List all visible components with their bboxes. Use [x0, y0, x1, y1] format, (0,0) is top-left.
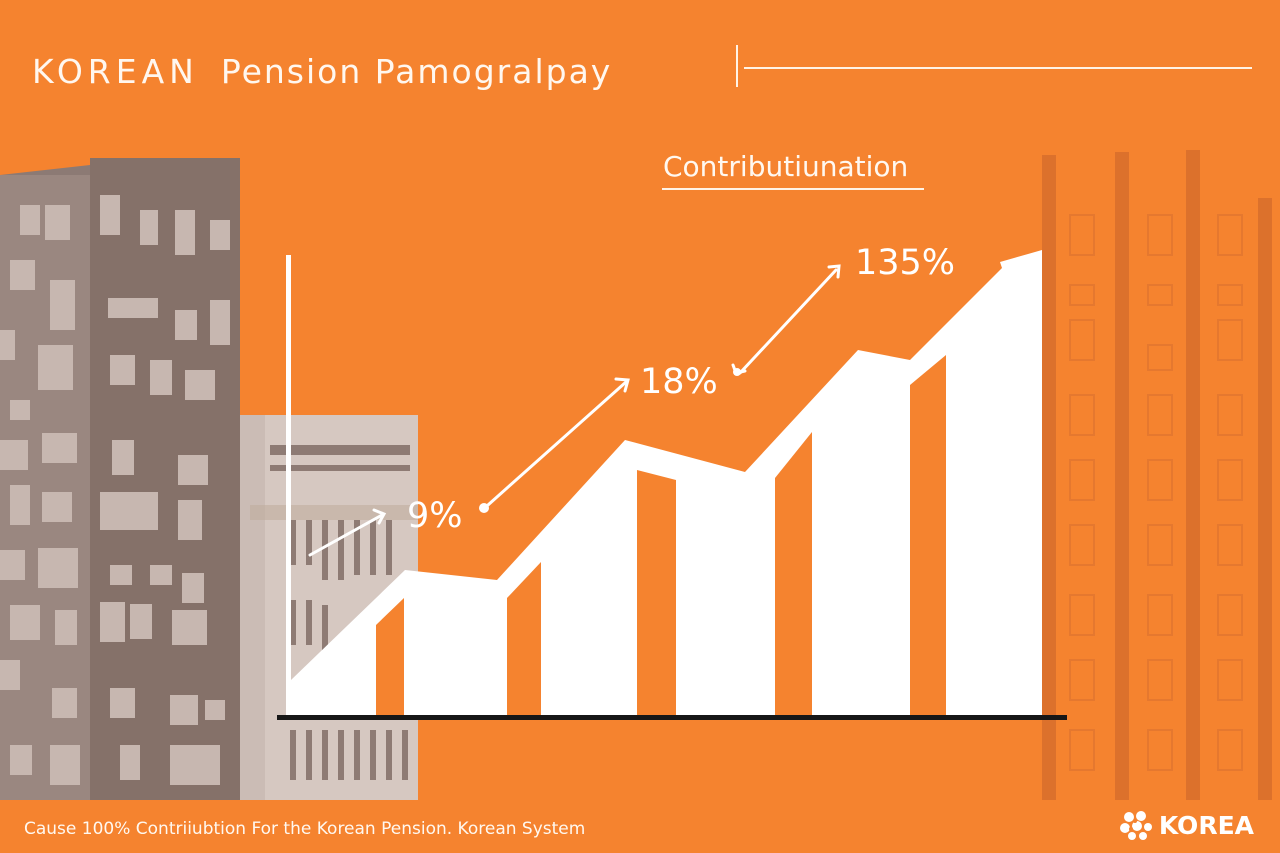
subtitle-underline [662, 188, 924, 190]
growth-arrows [308, 264, 841, 557]
brand-logo: KOREA [1119, 810, 1254, 840]
title-word-korean: KOREAN [32, 52, 199, 91]
arrow-start-dot [479, 503, 489, 513]
percent-label-18: 18% [640, 362, 718, 402]
dark-building [0, 158, 240, 800]
y-axis-line [286, 255, 291, 720]
bar-gaps [376, 355, 946, 715]
chart-subtitle: Contributiunation [663, 150, 909, 183]
title-underline [744, 67, 1252, 69]
arrow-start-dot [733, 368, 741, 376]
title-divider [736, 45, 738, 87]
percent-label-9: 9% [407, 496, 463, 536]
percent-label-135: 135% [855, 243, 956, 283]
right-building-shadow [1042, 150, 1272, 800]
brand-name: KOREA [1158, 810, 1254, 840]
x-axis-line [277, 715, 1067, 720]
title-rest: Pension Pamogralpay [220, 52, 613, 91]
poster-title: KOREAN Pension Pamogralpay [32, 52, 612, 91]
brand-mark-icon [1119, 811, 1152, 840]
footer-caption: Cause 100% Contriiubtion For the Korean … [24, 819, 586, 839]
